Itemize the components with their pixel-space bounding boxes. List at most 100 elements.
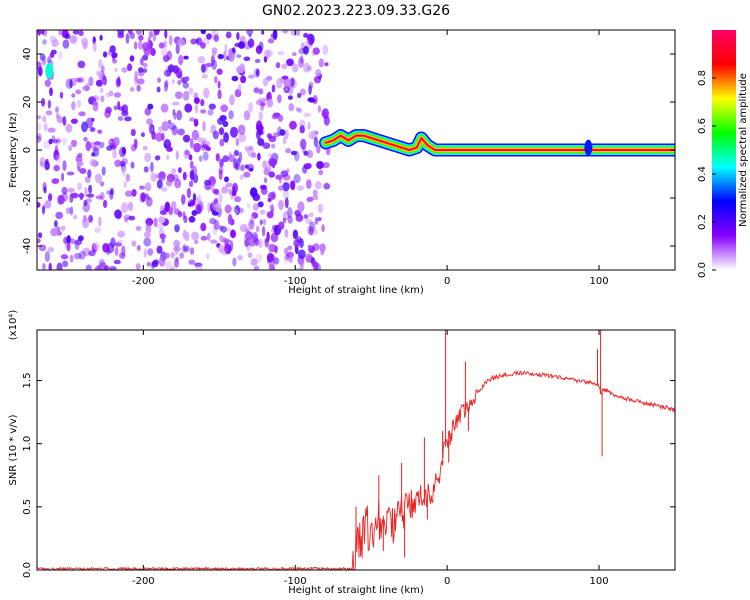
noise-mark <box>179 252 184 259</box>
noise-mark <box>275 62 281 69</box>
noise-mark <box>117 30 125 35</box>
signal-artifact <box>45 62 54 79</box>
noise-mark <box>78 111 86 117</box>
noise-mark <box>270 33 275 39</box>
noise-mark <box>55 106 59 113</box>
spectrogram-signal-marks <box>45 62 675 157</box>
noise-mark <box>128 215 136 221</box>
noise-mark <box>296 185 305 191</box>
noise-mark <box>158 216 166 224</box>
noise-mark <box>175 256 179 262</box>
noise-mark <box>130 161 135 169</box>
noise-mark <box>237 255 243 261</box>
noise-mark <box>322 162 330 169</box>
noise-mark <box>255 99 264 106</box>
noise-mark <box>284 229 289 238</box>
noise-mark <box>318 58 324 68</box>
noise-mark <box>164 260 172 269</box>
noise-mark <box>140 57 144 66</box>
noise-mark <box>43 122 48 132</box>
noise-mark <box>117 239 123 244</box>
noise-mark <box>114 246 119 256</box>
noise-mark <box>207 109 214 116</box>
noise-mark <box>168 64 175 73</box>
noise-mark <box>260 103 265 111</box>
noise-mark <box>88 184 93 194</box>
noise-mark <box>69 79 73 89</box>
noise-mark <box>165 142 172 152</box>
noise-mark <box>216 68 223 75</box>
noise-mark <box>69 35 78 44</box>
noise-mark <box>121 245 126 257</box>
noise-mark <box>223 239 231 243</box>
noise-mark <box>268 152 272 159</box>
noise-mark <box>97 129 103 134</box>
noise-mark <box>189 169 195 181</box>
noise-mark <box>296 236 302 244</box>
noise-mark <box>193 97 200 104</box>
noise-mark <box>70 139 77 148</box>
noise-mark <box>250 215 255 225</box>
y-tick-label: 0.5 <box>22 499 33 515</box>
noise-mark <box>210 181 215 191</box>
noise-mark <box>37 135 42 143</box>
noise-mark <box>148 31 154 38</box>
noise-mark <box>136 84 141 92</box>
noise-mark <box>176 110 182 121</box>
noise-mark <box>69 238 76 245</box>
noise-mark <box>90 127 95 132</box>
noise-mark <box>243 41 252 50</box>
x-tick-label: -200 <box>132 276 155 287</box>
noise-mark <box>224 43 228 54</box>
noise-mark <box>223 242 230 252</box>
noise-mark <box>112 148 117 159</box>
noise-mark <box>91 117 95 122</box>
noise-mark <box>62 116 67 126</box>
noise-mark <box>150 161 154 173</box>
noise-mark <box>273 132 280 138</box>
noise-mark <box>122 167 126 177</box>
noise-mark <box>214 202 222 209</box>
noise-mark <box>191 231 200 241</box>
noise-mark <box>200 42 206 49</box>
noise-mark <box>99 87 104 94</box>
noise-mark <box>299 127 305 134</box>
noise-mark <box>62 39 70 49</box>
noise-mark <box>200 99 205 107</box>
noise-mark <box>297 57 305 68</box>
noise-mark <box>92 42 97 52</box>
noise-mark <box>149 41 154 49</box>
noise-mark <box>71 93 76 98</box>
noise-mark <box>159 210 167 216</box>
noise-mark <box>238 41 246 49</box>
noise-mark <box>175 150 179 160</box>
colorbar-scale <box>712 30 736 270</box>
noise-mark <box>217 53 224 60</box>
noise-mark <box>85 264 92 270</box>
noise-mark <box>84 176 91 184</box>
noise-mark <box>37 232 43 239</box>
noise-mark <box>147 103 154 110</box>
noise-mark <box>306 196 314 202</box>
noise-mark <box>55 211 64 220</box>
noise-mark <box>292 63 299 73</box>
noise-mark <box>168 207 174 216</box>
noise-mark <box>133 76 139 86</box>
colorbar-ticks: 0.0 0.2 0.4 0.6 0.8 <box>697 70 716 278</box>
noise-mark <box>158 42 165 49</box>
noise-mark <box>161 187 168 192</box>
noise-mark <box>66 240 71 252</box>
noise-mark <box>313 228 318 235</box>
noise-mark <box>258 41 264 51</box>
noise-mark <box>295 30 301 36</box>
noise-mark <box>118 106 125 112</box>
noise-mark <box>47 99 52 109</box>
noise-mark <box>124 190 133 197</box>
noise-mark <box>152 33 157 42</box>
noise-mark <box>165 252 170 259</box>
noise-mark <box>183 149 190 160</box>
noise-mark <box>261 30 265 35</box>
noise-mark <box>251 232 259 243</box>
noise-mark <box>318 169 324 176</box>
snr-x-axis-label: Height of straight line (km) <box>288 585 424 596</box>
